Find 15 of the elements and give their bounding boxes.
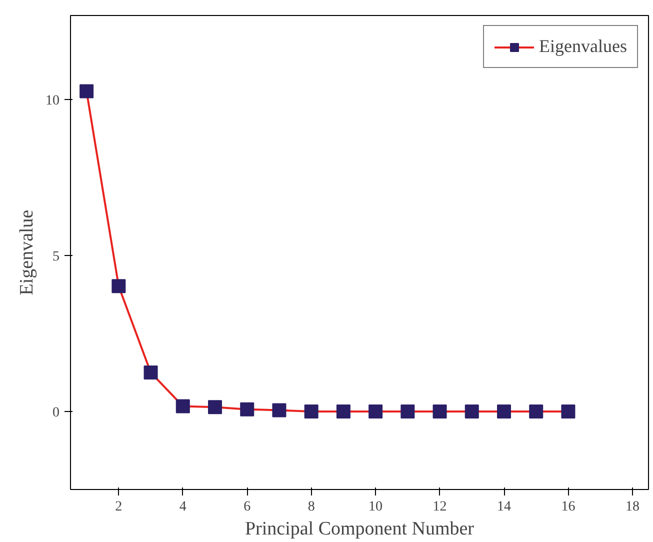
y-tick-label: 10	[46, 94, 60, 109]
x-tick-label: 16	[561, 500, 576, 514]
x-tick-label: 6	[244, 500, 251, 514]
x-tick-label: 2	[115, 500, 122, 514]
legend-label: Eigenvalues	[539, 36, 627, 57]
y-axis-title: Eigenvalue	[16, 210, 38, 296]
x-tick-label: 10	[368, 500, 383, 514]
x-tick-label: 8	[308, 500, 315, 514]
y-tick-label: 0	[52, 406, 60, 421]
x-axis-title: Principal Component Number	[244, 518, 475, 540]
x-tick-label: 4	[179, 500, 186, 514]
x-tick-label: 12	[432, 500, 447, 514]
x-tick-label: 18	[625, 500, 640, 514]
y-tick-label: 5	[52, 250, 60, 265]
x-tick-label: 14	[497, 500, 511, 514]
